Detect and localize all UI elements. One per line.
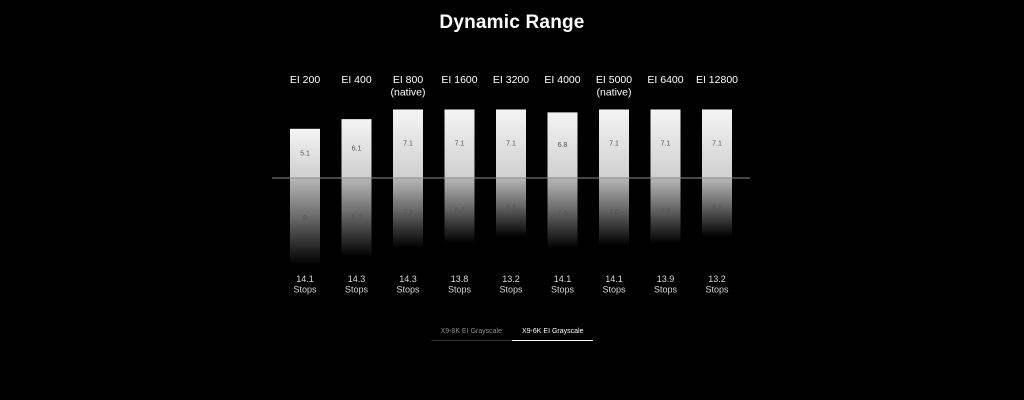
value-label-highlight: 7.1: [403, 141, 413, 148]
value-label-shadow: 6.1: [506, 204, 516, 211]
total-stops-value: 13.9: [657, 274, 675, 284]
category-label-line: EI 4000: [544, 74, 580, 86]
total-stops-label: 13.2 Stops: [499, 274, 523, 295]
category-label: EI 6400: [647, 74, 683, 86]
category-label-line: EI 5000: [596, 74, 632, 86]
total-stops-label: 14.1 Stops: [293, 274, 317, 295]
bar-highlight: [444, 109, 475, 178]
total-stops-unit: Stops: [499, 285, 523, 295]
total-stops-value: 13.2: [502, 274, 520, 284]
bar-highlight: [547, 112, 578, 178]
bar-shadow: [547, 178, 578, 249]
total-stops-unit: Stops: [396, 285, 420, 295]
bars-layer: [290, 109, 732, 265]
total-stops-label: 13.2 Stops: [705, 274, 729, 295]
category-label-line: EI 3200: [493, 74, 529, 86]
chart-title: Dynamic Range: [439, 12, 585, 33]
total-stops-value: 14.1: [554, 274, 572, 284]
total-stops-value: 14.3: [399, 274, 417, 284]
total-stops-unit: Stops: [551, 285, 575, 295]
bar-shadow: [496, 178, 526, 237]
bar-highlight: [290, 128, 320, 178]
total-stops-unit: Stops: [293, 285, 317, 295]
category-label: EI 400: [341, 74, 372, 86]
category-label-line: EI 12800: [696, 74, 738, 86]
value-label-highlight: 7.1: [712, 141, 722, 148]
tab-x9-8k[interactable]: X9-8K EI Grayscale: [430, 328, 512, 341]
value-label-highlight: 7.1: [455, 141, 465, 148]
total-stops-unit: Stops: [654, 285, 678, 295]
value-label-shadow: 6.8: [661, 208, 671, 215]
tab-x9-6k[interactable]: X9-6K EI Grayscale: [512, 328, 594, 341]
category-label: EI 5000 (native): [596, 74, 632, 99]
bar-highlight: [393, 109, 423, 178]
total-stops-unit: Stops: [705, 285, 729, 295]
category-label: EI 200: [290, 74, 321, 86]
value-label-highlight: 7.1: [506, 141, 516, 148]
bar-shadow: [599, 178, 629, 246]
category-label-line: EI 800: [393, 74, 424, 86]
total-stops-value: 13.8: [451, 274, 469, 284]
bar-highlight: [650, 109, 681, 178]
category-label: EI 12800: [696, 74, 738, 86]
total-stops-value: 14.1: [296, 274, 314, 284]
category-label-line: EI 1600: [441, 74, 477, 86]
total-stops-value: 14.1: [605, 274, 623, 284]
value-label-shadow: 7.3: [558, 210, 568, 217]
bar-shadow: [444, 178, 475, 243]
category-label-line: EI 200: [290, 74, 321, 86]
value-label-highlight: 6.1: [352, 146, 362, 153]
category-label: EI 1600: [441, 74, 477, 86]
bar-shadow: [290, 178, 320, 265]
bar-highlight: [599, 109, 629, 178]
category-label-line: (native): [596, 87, 631, 99]
category-label: EI 3200: [493, 74, 529, 86]
category-label-line: (native): [390, 87, 425, 99]
category-label: EI 800 (native): [390, 74, 425, 99]
value-label-shadow: 9: [303, 215, 307, 222]
bar-shadow: [341, 178, 372, 258]
total-stops-label: 14.1 Stops: [551, 274, 575, 295]
value-label-shadow: 6.1: [712, 204, 722, 211]
total-stops-label: 14.3 Stops: [345, 274, 369, 295]
bar-shadow: [702, 178, 732, 237]
value-label-highlight: 7.1: [609, 141, 619, 148]
value-label-highlight: 5.1: [300, 150, 310, 157]
total-stops-unit: Stops: [345, 285, 369, 295]
total-stops-value: 13.2: [708, 274, 726, 284]
value-label-shadow: 6.7: [455, 207, 465, 214]
bar-shadow: [393, 178, 423, 248]
value-label-highlight: 7.1: [661, 141, 671, 148]
bar-highlight: [496, 109, 526, 178]
total-stops-label: 14.1 Stops: [602, 274, 626, 295]
bar-highlight: [341, 119, 372, 178]
total-stops-unit: Stops: [448, 285, 472, 295]
total-stops-label: 13.8 Stops: [448, 274, 472, 295]
value-label-shadow: 7.2: [403, 210, 413, 217]
bar-highlight: [702, 109, 732, 178]
value-label-highlight: 6.8: [558, 142, 568, 149]
total-stops-label: 13.9 Stops: [654, 274, 678, 295]
total-stops-unit: Stops: [602, 285, 626, 295]
category-label: EI 4000: [544, 74, 580, 86]
value-label-shadow: 7.0: [609, 209, 619, 216]
camera-tabs: X9-8K EI Grayscale X9-6K EI Grayscale: [0, 328, 1024, 341]
category-label-line: EI 400: [341, 74, 372, 86]
value-label-shadow: 8.2: [352, 215, 362, 222]
category-label-line: EI 6400: [647, 74, 683, 86]
bar-shadow: [650, 178, 681, 244]
total-stops-value: 14.3: [348, 274, 366, 284]
total-stops-label: 14.3 Stops: [396, 274, 420, 295]
